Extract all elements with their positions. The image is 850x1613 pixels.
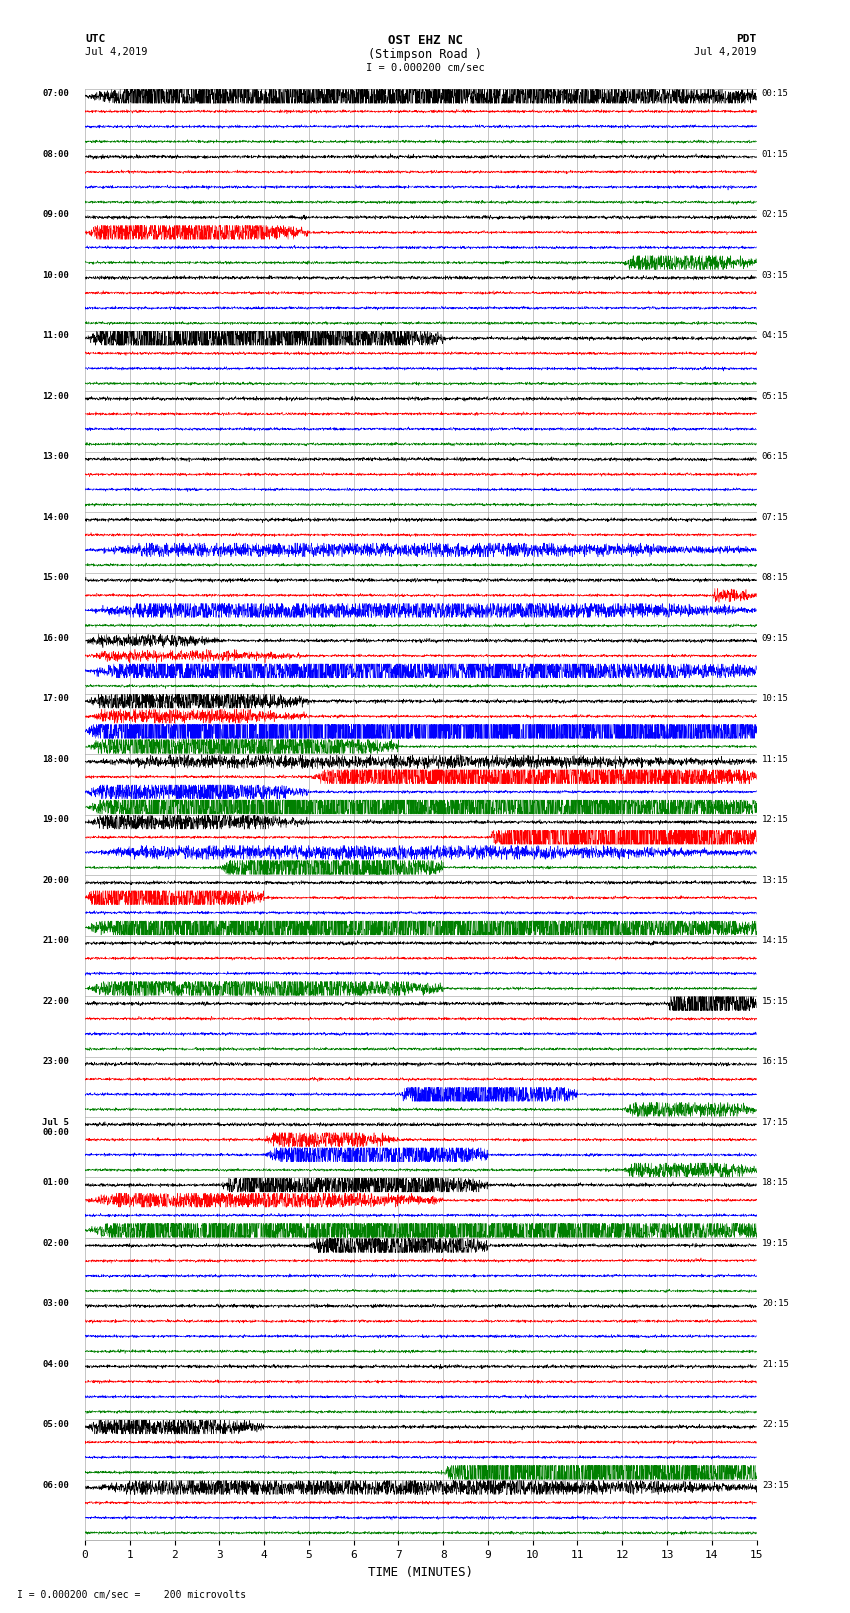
Text: 02:00: 02:00 [42,1239,70,1248]
Text: 06:15: 06:15 [762,452,789,461]
Text: 14:15: 14:15 [762,936,789,945]
Text: 16:00: 16:00 [42,634,70,644]
Text: Jul 5
00:00: Jul 5 00:00 [42,1118,70,1137]
Text: 18:15: 18:15 [762,1177,789,1187]
Text: 23:00: 23:00 [42,1057,70,1066]
Text: 07:00: 07:00 [42,89,70,98]
Text: 14:00: 14:00 [42,513,70,523]
Text: 02:15: 02:15 [762,210,789,219]
Text: PDT: PDT [736,34,756,44]
Text: 21:00: 21:00 [42,936,70,945]
Text: 17:15: 17:15 [762,1118,789,1127]
Text: 06:00: 06:00 [42,1481,70,1490]
Text: 07:15: 07:15 [762,513,789,523]
Text: 08:00: 08:00 [42,150,70,160]
Text: UTC: UTC [85,34,105,44]
Text: 12:00: 12:00 [42,392,70,402]
Text: 22:15: 22:15 [762,1419,789,1429]
Text: I = 0.000200 cm/sec =    200 microvolts: I = 0.000200 cm/sec = 200 microvolts [17,1590,246,1600]
Text: 23:15: 23:15 [762,1481,789,1490]
Text: 04:00: 04:00 [42,1360,70,1369]
Text: 15:15: 15:15 [762,997,789,1007]
Text: 05:00: 05:00 [42,1419,70,1429]
Text: 18:00: 18:00 [42,755,70,765]
Text: Jul 4,2019: Jul 4,2019 [694,47,756,56]
Text: 04:15: 04:15 [762,331,789,340]
Text: 01:15: 01:15 [762,150,789,160]
X-axis label: TIME (MINUTES): TIME (MINUTES) [368,1566,473,1579]
Text: 10:15: 10:15 [762,694,789,703]
Text: 12:15: 12:15 [762,815,789,824]
Text: 13:15: 13:15 [762,876,789,886]
Text: 16:15: 16:15 [762,1057,789,1066]
Text: (Stimpson Road ): (Stimpson Road ) [368,48,482,61]
Text: 00:15: 00:15 [762,89,789,98]
Text: 03:00: 03:00 [42,1298,70,1308]
Text: 15:00: 15:00 [42,573,70,582]
Text: 19:15: 19:15 [762,1239,789,1248]
Text: Jul 4,2019: Jul 4,2019 [85,47,148,56]
Text: 03:15: 03:15 [762,271,789,281]
Text: I = 0.000200 cm/sec: I = 0.000200 cm/sec [366,63,484,73]
Text: 19:00: 19:00 [42,815,70,824]
Text: 08:15: 08:15 [762,573,789,582]
Text: 11:15: 11:15 [762,755,789,765]
Text: 21:15: 21:15 [762,1360,789,1369]
Text: 01:00: 01:00 [42,1177,70,1187]
Text: 22:00: 22:00 [42,997,70,1007]
Text: 09:00: 09:00 [42,210,70,219]
Text: 11:00: 11:00 [42,331,70,340]
Text: OST EHZ NC: OST EHZ NC [388,34,462,47]
Text: 10:00: 10:00 [42,271,70,281]
Text: 20:00: 20:00 [42,876,70,886]
Text: 20:15: 20:15 [762,1298,789,1308]
Text: 17:00: 17:00 [42,694,70,703]
Text: 09:15: 09:15 [762,634,789,644]
Text: 05:15: 05:15 [762,392,789,402]
Text: 13:00: 13:00 [42,452,70,461]
